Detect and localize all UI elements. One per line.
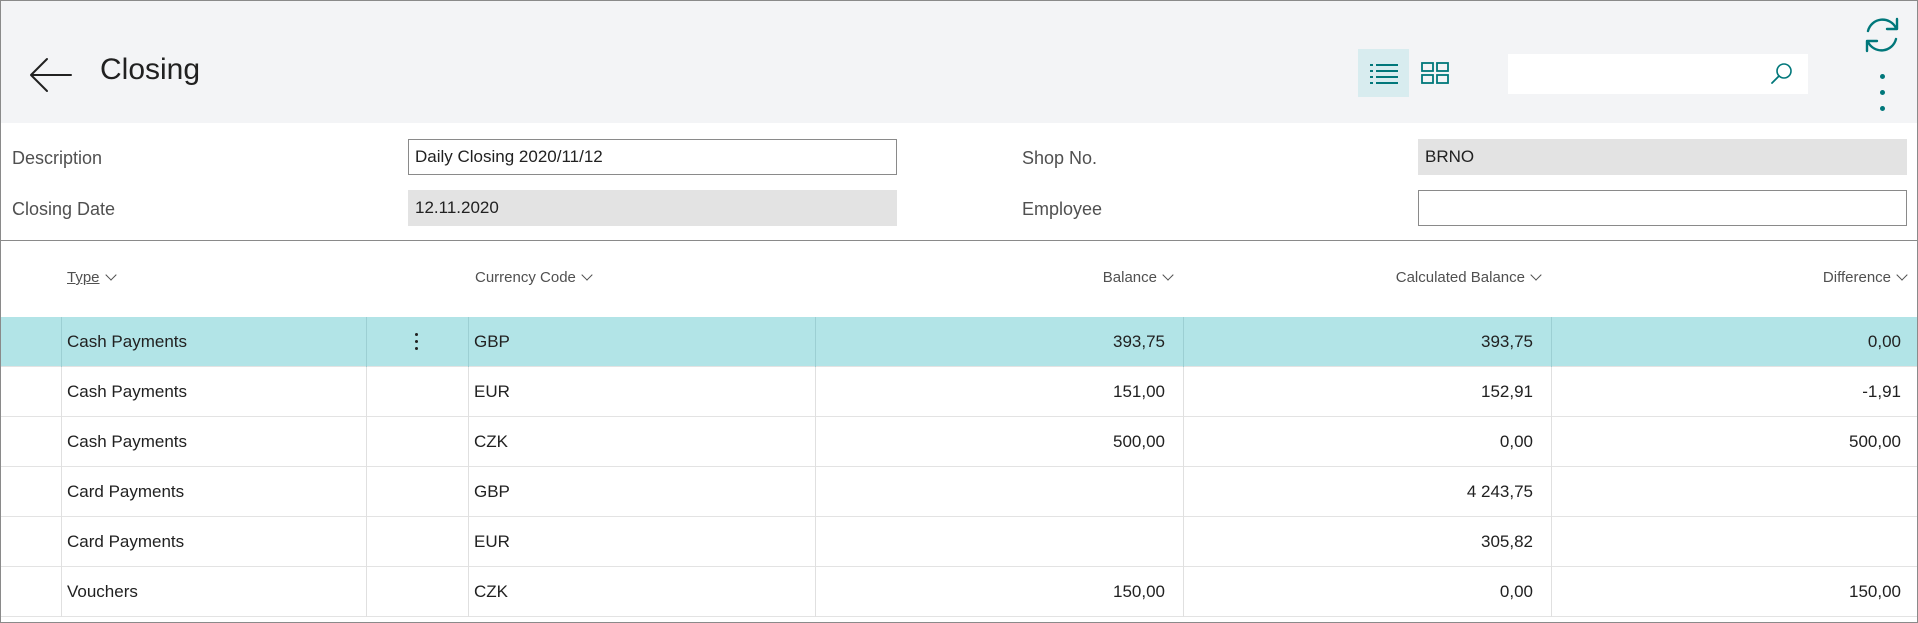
cell-calculated-balance: 152,91: [1481, 382, 1533, 401]
column-header-currency-code[interactable]: Currency Code: [475, 269, 593, 286]
column-header-balance-label: Balance: [1102, 269, 1157, 286]
column-header-calculated-balance-label: Calculated Balance: [1395, 269, 1525, 286]
cell-type[interactable]: Cash Payments: [67, 382, 187, 401]
table-row[interactable]: Cash Payments CZK 500,00 0,00 500,00: [1, 417, 1917, 467]
cell-type[interactable]: Card Payments: [67, 482, 185, 501]
chevron-down-icon: [1530, 269, 1542, 281]
search-box: [1508, 54, 1808, 94]
shop-no-field: BRNO: [1418, 139, 1907, 175]
cell-balance[interactable]: 151,00: [1113, 382, 1165, 401]
column-header-difference[interactable]: Difference: [1822, 269, 1908, 286]
list-view-icon: [1369, 64, 1398, 84]
cell-difference: -1,91: [1862, 382, 1901, 401]
table-row[interactable]: Card Payments EUR 305,82: [1, 517, 1917, 567]
tile-view-button[interactable]: [1409, 49, 1460, 97]
search-icon[interactable]: [1770, 62, 1794, 86]
back-arrow-icon[interactable]: [27, 55, 73, 95]
description-label: Description: [12, 148, 103, 168]
cell-currency-code[interactable]: GBP: [474, 332, 510, 351]
chevron-down-icon: [1896, 269, 1908, 281]
closing-lines-table: Cash Payments GBP 393,75 393,75 0,00 Cas…: [1, 317, 1917, 617]
cell-difference: 500,00: [1849, 432, 1901, 451]
column-header-type[interactable]: Type: [67, 269, 117, 286]
closing-date-label: Closing Date: [12, 199, 116, 219]
row-menu-icon[interactable]: [410, 331, 424, 353]
list-view-button[interactable]: [1358, 49, 1409, 97]
column-header-currency-code-label: Currency Code: [475, 269, 576, 286]
page-header: Closing: [1, 1, 1917, 123]
column-header-type-label: Type: [67, 269, 100, 286]
section-divider: [1, 240, 1917, 241]
chevron-down-icon: [581, 269, 593, 281]
employee-field[interactable]: [1418, 190, 1907, 226]
cell-type[interactable]: Vouchers: [67, 582, 138, 601]
table-row[interactable]: Cash Payments GBP 393,75 393,75 0,00: [1, 317, 1917, 367]
refresh-icon[interactable]: [1861, 14, 1903, 56]
search-input[interactable]: [1508, 54, 1758, 94]
table-row[interactable]: Cash Payments EUR 151,00 152,91 -1,91: [1, 367, 1917, 417]
cell-calculated-balance: 4 243,75: [1466, 482, 1533, 501]
cell-type[interactable]: Card Payments: [67, 532, 185, 551]
column-header-calculated-balance[interactable]: Calculated Balance: [1395, 269, 1542, 286]
cell-calculated-balance: 0,00: [1499, 582, 1533, 601]
chevron-down-icon: [1162, 269, 1174, 281]
description-field[interactable]: Daily Closing 2020/11/12: [408, 139, 897, 175]
table-row[interactable]: Vouchers CZK 150,00 0,00 150,00: [1, 567, 1917, 617]
cell-difference: 0,00: [1867, 332, 1901, 351]
cell-calculated-balance: 393,75: [1481, 332, 1533, 351]
table-row[interactable]: Card Payments GBP 4 243,75: [1, 467, 1917, 517]
column-header-difference-label: Difference: [1822, 269, 1891, 286]
cell-type[interactable]: Cash Payments: [67, 432, 187, 451]
cell-currency-code[interactable]: EUR: [474, 532, 510, 551]
shop-no-label: Shop No.: [1022, 148, 1098, 168]
cell-currency-code[interactable]: CZK: [474, 582, 508, 601]
cell-currency-code[interactable]: EUR: [474, 382, 510, 401]
tile-view-icon: [1420, 62, 1449, 84]
cell-currency-code[interactable]: GBP: [474, 482, 510, 501]
chevron-down-icon: [104, 269, 117, 281]
cell-difference: 150,00: [1849, 582, 1901, 601]
page-title: Closing: [100, 53, 201, 86]
more-vertical-icon[interactable]: [1871, 71, 1895, 115]
cell-currency-code[interactable]: CZK: [474, 432, 508, 451]
cell-balance[interactable]: 500,00: [1113, 432, 1165, 451]
cell-calculated-balance: 305,82: [1481, 532, 1533, 551]
cell-balance[interactable]: 393,75: [1113, 332, 1165, 351]
column-header-balance[interactable]: Balance: [1102, 269, 1174, 286]
cell-balance[interactable]: 150,00: [1113, 582, 1165, 601]
closing-date-field: 12.11.2020: [408, 190, 897, 226]
cell-calculated-balance: 0,00: [1499, 432, 1533, 451]
employee-label: Employee: [1022, 199, 1103, 219]
cell-type[interactable]: Cash Payments: [67, 332, 187, 351]
